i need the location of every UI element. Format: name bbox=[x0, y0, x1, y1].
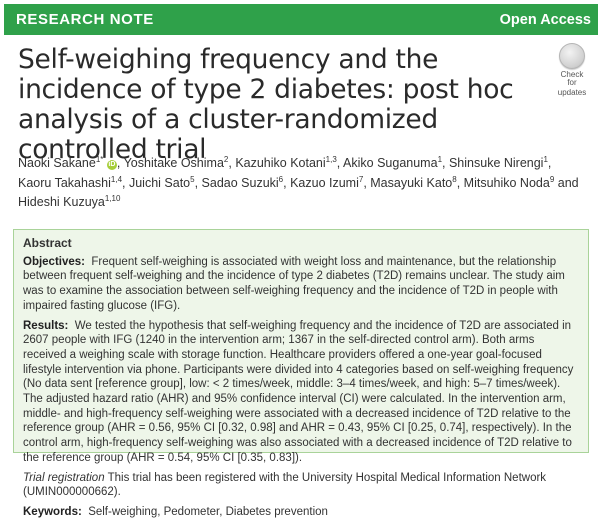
author-name: Juichi Sato bbox=[128, 175, 191, 190]
author-affiliation: 2 bbox=[223, 155, 229, 164]
author-entry[interactable]: Yoshitake Oshima2 bbox=[123, 155, 229, 171]
author-name: Shinsuke Nirengi bbox=[448, 156, 544, 171]
article-type-label: RESEARCH NOTE bbox=[16, 11, 154, 28]
orcid-icon[interactable]: iD bbox=[106, 160, 117, 171]
author-entry[interactable]: Mitsuhiko Noda9 bbox=[463, 174, 555, 190]
author-name: Yoshitake Oshima bbox=[123, 156, 224, 171]
author-name: Hideshi Kuzuya bbox=[18, 195, 105, 210]
abstract-box: Abstract Objectives: Frequent self-weigh… bbox=[13, 229, 589, 518]
author-entry[interactable]: Masayuki Kato8 bbox=[370, 174, 457, 190]
author-name: Sadao Suzuki bbox=[201, 175, 279, 190]
author-name: Masayuki Kato bbox=[370, 175, 453, 190]
author-entry[interactable]: Juichi Sato5 bbox=[128, 174, 195, 190]
author-affiliation: 6 bbox=[278, 174, 284, 184]
author-affiliation: 1 bbox=[437, 155, 443, 164]
author-name: Kazuhiko Kotani bbox=[235, 156, 326, 171]
keywords-text: Self-weighing, Pedometer, Diabetes preve… bbox=[88, 505, 328, 518]
author-entry[interactable]: Akiko Suganuma1 bbox=[343, 155, 443, 171]
results-text: We tested the hypothesis that self-weigh… bbox=[23, 319, 574, 464]
author-entry[interactable]: Hideshi Kuzuya1,10 bbox=[18, 194, 121, 210]
article-type-banner: RESEARCH NOTE Open Access bbox=[4, 4, 598, 35]
abstract-keywords: Keywords: Self-weighing, Pedometer, Diab… bbox=[23, 505, 580, 520]
abstract-objectives: Objectives: Frequent self-weighing is as… bbox=[23, 255, 580, 314]
check-updates-line1: Check for bbox=[560, 70, 584, 87]
author-name: Kaoru Takahashi bbox=[18, 175, 111, 190]
check-for-updates-badge[interactable]: Check for updates bbox=[555, 43, 589, 97]
article-title: Self-weighing frequency and the incidenc… bbox=[18, 44, 514, 165]
authors-conjunction: and bbox=[557, 175, 579, 190]
check-updates-icon bbox=[559, 43, 585, 69]
results-label: Results: bbox=[23, 319, 69, 332]
author-entry[interactable]: Kazuo Izumi7 bbox=[290, 174, 364, 190]
author-list: Naoki Sakane1* iD, Yoshitake Oshima2, Ka… bbox=[18, 155, 579, 210]
author-affiliation: 9 bbox=[549, 174, 555, 184]
objectives-label: Objectives: bbox=[23, 255, 85, 268]
author-affiliation: 8 bbox=[452, 174, 457, 184]
author-name: Kazuo Izumi bbox=[290, 175, 359, 190]
author-name: Naoki Sakane bbox=[18, 156, 96, 171]
author-entry[interactable]: Naoki Sakane1* iD bbox=[18, 155, 117, 171]
check-updates-line2: updates bbox=[557, 88, 587, 97]
author-affiliation: 1,10 bbox=[104, 194, 121, 204]
abstract-heading: Abstract bbox=[23, 236, 72, 250]
author-name: Mitsuhiko Noda bbox=[463, 175, 550, 190]
author-affiliation: 1,4 bbox=[110, 174, 123, 184]
author-entry[interactable]: Shinsuke Nirengi1 bbox=[448, 155, 548, 171]
trial-label: Trial registration bbox=[23, 471, 105, 484]
abstract-results: Results: We tested the hypothesis that s… bbox=[23, 319, 580, 466]
author-affiliation: 5 bbox=[190, 174, 195, 184]
author-entry[interactable]: Kaoru Takahashi1,4 bbox=[18, 174, 123, 190]
open-access-label[interactable]: Open Access bbox=[499, 11, 591, 28]
objectives-text: Frequent self-weighing is associated wit… bbox=[23, 255, 565, 312]
author-name: Akiko Suganuma bbox=[343, 156, 438, 171]
author-affiliation: 1 bbox=[543, 155, 548, 164]
abstract-trial-registration: Trial registration This trial has been r… bbox=[23, 471, 580, 500]
author-affiliation: 1* bbox=[95, 155, 104, 164]
author-affiliation: 1,3 bbox=[325, 155, 337, 164]
author-affiliation: 7 bbox=[358, 174, 364, 184]
author-entry[interactable]: Sadao Suzuki6 bbox=[201, 174, 284, 190]
keywords-label: Keywords: bbox=[23, 505, 82, 518]
author-entry[interactable]: Kazuhiko Kotani1,3 bbox=[235, 155, 337, 171]
